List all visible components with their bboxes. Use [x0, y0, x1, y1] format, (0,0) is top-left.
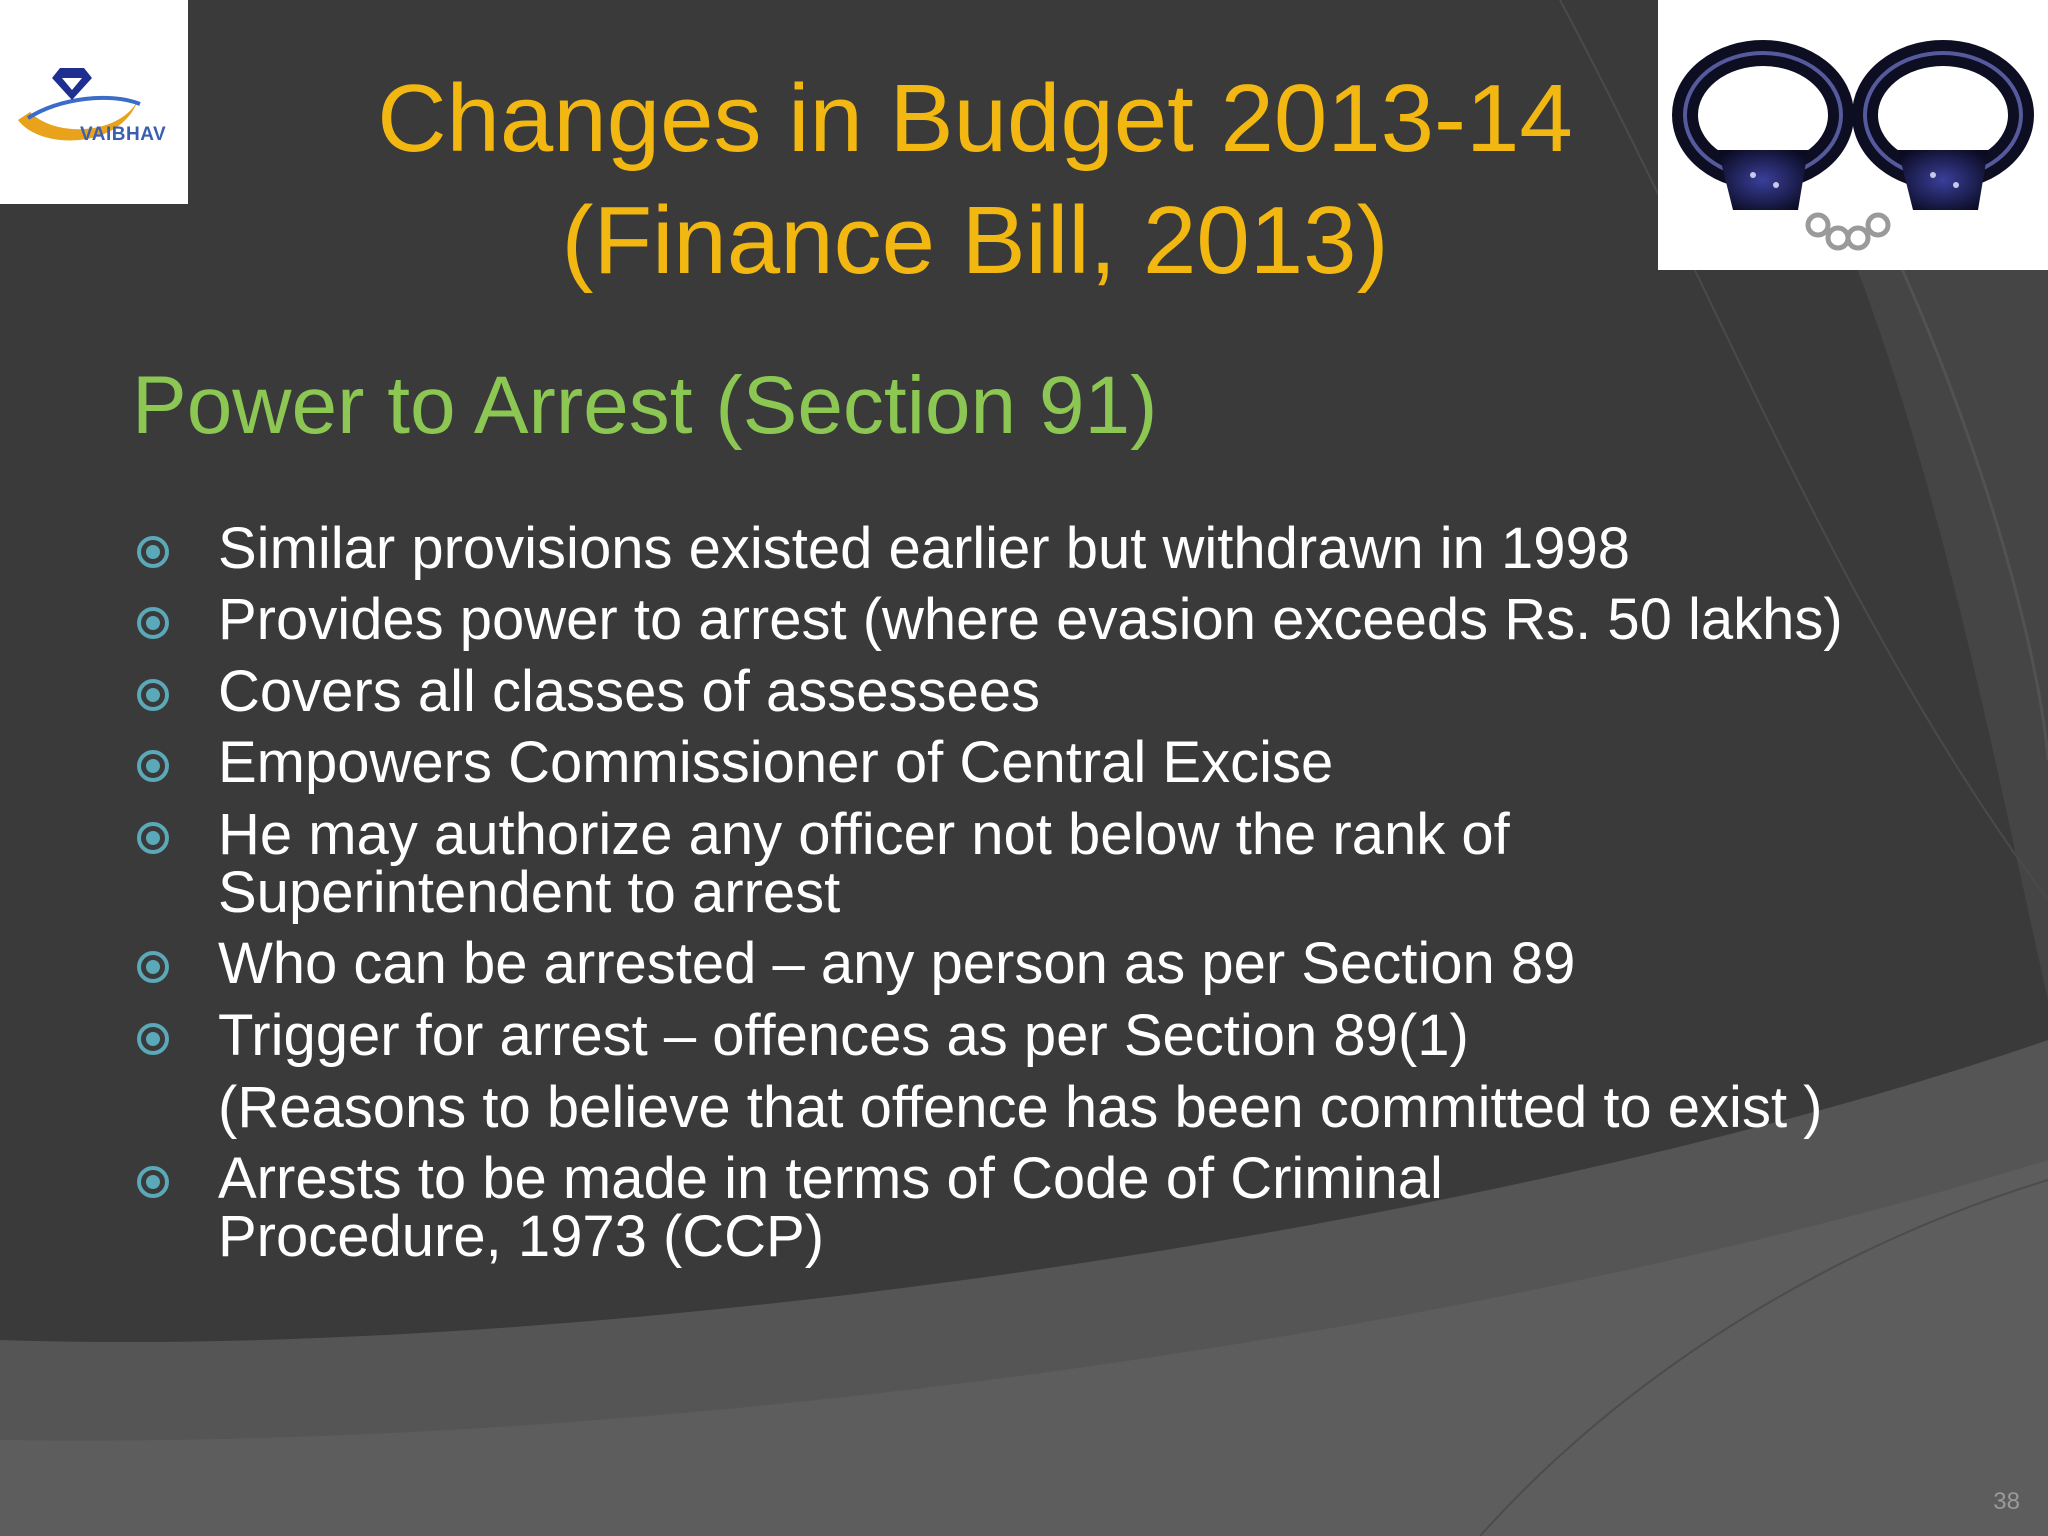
- circle-bullet-icon: [137, 536, 169, 568]
- bullet-item-4: Empowers Commissioner of Central Excise: [218, 730, 1334, 795]
- bullet-item-6: Who can be arrested – any person as per …: [218, 931, 1576, 996]
- logo-text: VAIBHAV: [80, 124, 167, 145]
- bullet-item-5-line-1: He may authorize any officer not below t…: [218, 802, 1510, 867]
- circle-bullet-icon: [137, 750, 169, 782]
- circle-bullet-icon: [137, 607, 169, 639]
- circle-bullet-icon: [137, 1023, 169, 1055]
- handcuffs-icon: [1672, 40, 2034, 251]
- bullet-item-8-line-1: Arrests to be made in terms of Code of C…: [218, 1146, 1443, 1211]
- circle-bullet-icon: [137, 679, 169, 711]
- bullet-item-5-line-2: Superintendent to arrest: [218, 860, 841, 925]
- slide-subtitle: Power to Arrest (Section 91): [132, 360, 1158, 451]
- company-logo: VAIBHAV: [0, 0, 188, 204]
- slide-title: Changes in Budget 2013-14 (Finance Bill,…: [250, 58, 1700, 302]
- bullet-item-7-note: (Reasons to believe that offence has bee…: [218, 1075, 1823, 1140]
- bullet-item-3: Covers all classes of assessees: [218, 659, 1040, 724]
- page-number: 38: [1993, 1488, 2020, 1515]
- bullet-item-8-line-2: Procedure, 1973 (CCP): [218, 1204, 825, 1269]
- handcuffs-image: [1658, 0, 2048, 270]
- bullet-item-7: Trigger for arrest – offences as per Sec…: [218, 1003, 1469, 1068]
- circle-bullet-icon: [137, 951, 169, 983]
- title-line-1: Changes in Budget 2013-14: [377, 65, 1573, 172]
- circle-bullet-icon: [137, 1166, 169, 1198]
- title-line-2: (Finance Bill, 2013): [561, 187, 1389, 294]
- logo-diamond-icon: [18, 68, 141, 141]
- bullet-item-2: Provides power to arrest (where evasion …: [218, 587, 1843, 652]
- bullet-item-1: Similar provisions existed earlier but w…: [218, 516, 1630, 581]
- circle-bullet-icon: [137, 822, 169, 854]
